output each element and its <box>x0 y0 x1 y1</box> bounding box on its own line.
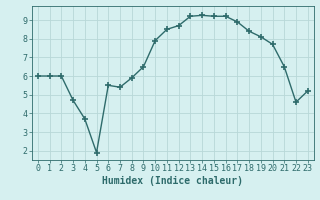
X-axis label: Humidex (Indice chaleur): Humidex (Indice chaleur) <box>102 176 243 186</box>
